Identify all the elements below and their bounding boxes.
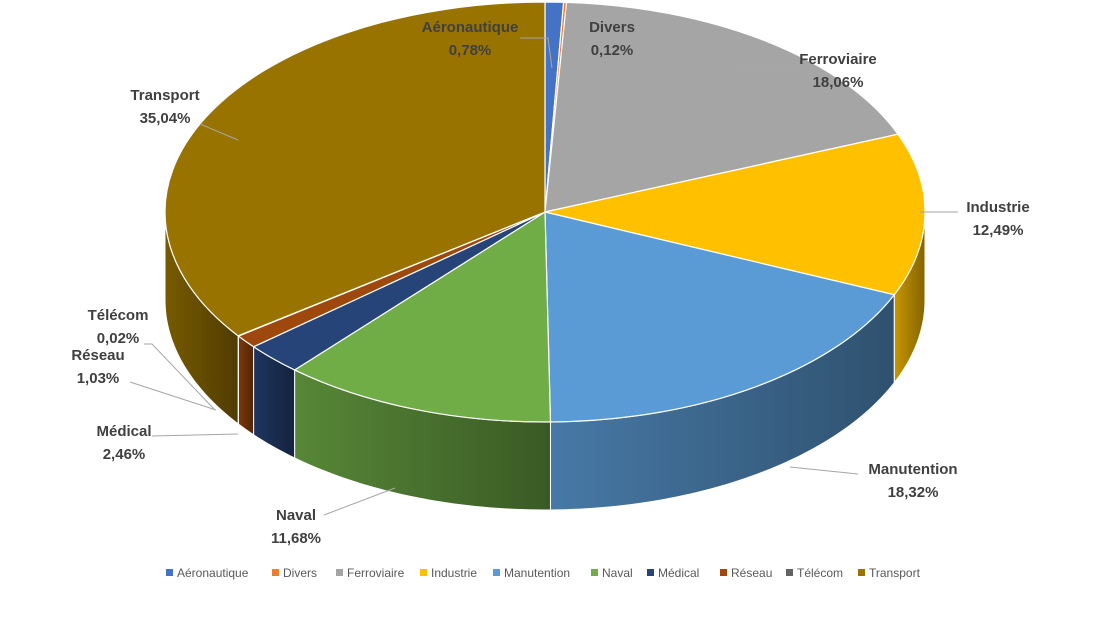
legend-marker-reseau — [720, 569, 727, 576]
data-label-value-industrie: 12,49% — [973, 222, 1024, 239]
leader-line-naval — [324, 488, 395, 515]
leader-line-medical — [152, 434, 238, 436]
data-label-name-medical: Médical — [96, 423, 151, 440]
data-label-value-transport: 35,04% — [140, 110, 191, 127]
legend-marker-manutention — [493, 569, 500, 576]
legend-label-aeronautique: Aéronautique — [177, 566, 249, 580]
data-label-value-naval: 11,68% — [271, 530, 321, 547]
legend-marker-medical — [647, 569, 654, 576]
legend-label-reseau: Réseau — [731, 566, 772, 580]
data-label-value-aeronautique: 0,78% — [449, 42, 492, 59]
data-label-name-transport: Transport — [130, 87, 199, 104]
data-label-name-manutention: Manutention — [868, 461, 957, 478]
data-label-value-manutention: 18,32% — [888, 484, 939, 501]
legend-label-naval: Naval — [602, 566, 633, 580]
legend-label-industrie: Industrie — [431, 566, 477, 580]
data-label-name-divers: Divers — [589, 19, 635, 36]
legend-label-telecom: Télécom — [797, 566, 843, 580]
data-label-name-industrie: Industrie — [966, 199, 1029, 216]
data-label-value-medical: 2,46% — [103, 446, 146, 463]
legend-marker-aeronautique — [166, 569, 173, 576]
data-label-value-divers: 0,12% — [591, 42, 634, 59]
data-label-name-ferroviaire: Ferroviaire — [799, 51, 877, 68]
data-label-value-ferroviaire: 18,06% — [813, 74, 864, 91]
data-label-name-reseau: Réseau — [71, 347, 124, 364]
legend-label-ferroviaire: Ferroviaire — [347, 566, 405, 580]
legend-marker-telecom — [786, 569, 793, 576]
legend-label-divers: Divers — [283, 566, 317, 580]
legend-marker-industrie — [420, 569, 427, 576]
pie-side-reseau — [238, 336, 253, 435]
legend-marker-divers — [272, 569, 279, 576]
legend-marker-naval — [591, 569, 598, 576]
leader-line-manutention — [790, 467, 858, 474]
data-label-name-naval: Naval — [276, 507, 316, 524]
legend: Aéronautique Divers Ferroviaire Industrie Ma… — [166, 566, 921, 580]
legend-marker-transport — [858, 569, 865, 576]
legend-label-transport: Transport — [869, 566, 921, 580]
data-label-value-reseau: 1,03% — [77, 370, 120, 387]
data-label-value-telecom: 0,02% — [97, 330, 140, 347]
data-label-name-telecom: Télécom — [88, 307, 149, 324]
legend-label-medical: Médical — [658, 566, 699, 580]
data-label-name-aeronautique: Aéronautique — [422, 19, 519, 36]
legend-label-manutention: Manutention — [504, 566, 570, 580]
legend-marker-ferroviaire — [336, 569, 343, 576]
